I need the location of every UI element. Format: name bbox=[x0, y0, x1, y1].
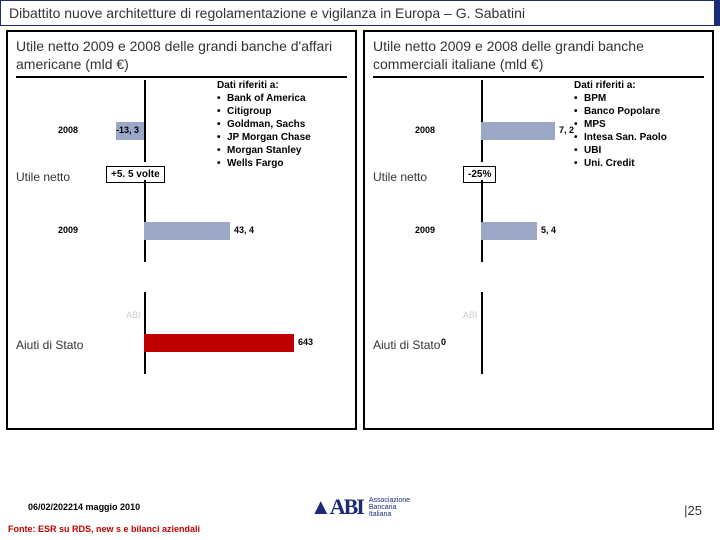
legend-item: Wells Fargo bbox=[217, 158, 347, 169]
bar bbox=[144, 222, 230, 240]
bar-value: 0 bbox=[441, 337, 446, 347]
legend-item: MPS bbox=[574, 119, 704, 130]
section-utile-left: Utile netto bbox=[16, 170, 70, 184]
bar bbox=[481, 222, 537, 240]
legend-item: Bank of America bbox=[217, 93, 347, 104]
bar-value: 5, 4 bbox=[541, 225, 556, 235]
row-2008-right: 2008 7, 2 bbox=[373, 120, 569, 142]
row-label: 2008 bbox=[373, 125, 435, 135]
legend-item: BPM bbox=[574, 93, 704, 104]
legend-item: Intesa San. Paolo bbox=[574, 132, 704, 143]
legend-item: Goldman, Sachs bbox=[217, 119, 347, 130]
legend-item: Citigroup bbox=[217, 106, 347, 117]
footer: 06/02/202214 maggio 2010 Fonte: ESR su R… bbox=[0, 480, 720, 540]
watermark: ABI bbox=[463, 310, 478, 320]
row-aiuti-left: 643 bbox=[16, 332, 212, 354]
header-title: Dibattito nuove architetture di regolame… bbox=[9, 5, 525, 21]
footer-date: 06/02/202214 maggio 2010 bbox=[28, 502, 140, 512]
bar bbox=[481, 122, 555, 140]
legend-left: Dati riferiti a: Bank of America Citigrou… bbox=[217, 80, 347, 171]
legend-left-title: Dati riferiti a: bbox=[217, 80, 347, 91]
bar bbox=[144, 334, 294, 352]
section-utile-right: Utile netto bbox=[373, 170, 427, 184]
bar-value: -13, 3 bbox=[116, 125, 139, 135]
change-badge-right: -25% bbox=[463, 166, 496, 183]
panel-left: Utile netto 2009 e 2008 delle grandi ban… bbox=[6, 30, 357, 430]
panel-right: Utile netto 2009 e 2008 delle grandi ban… bbox=[363, 30, 714, 430]
legend-item: JP Morgan Chase bbox=[217, 132, 347, 143]
logo-mark: ▲ABI bbox=[310, 494, 363, 520]
legend-item: UBI bbox=[574, 145, 704, 156]
row-label: 2009 bbox=[373, 225, 435, 235]
chart-left: Dati riferiti a: Bank of America Citigrou… bbox=[16, 80, 347, 420]
chart-right: Dati riferiti a: BPM Banco Popolare MPS Int… bbox=[373, 80, 704, 420]
panel-right-title: Utile netto 2009 e 2008 delle grandi ban… bbox=[373, 38, 704, 78]
slide-header: Dibattito nuove architetture di regolame… bbox=[0, 0, 720, 26]
bar-value: 7, 2 bbox=[559, 125, 574, 135]
logo: ▲ABI Associazione Bancaria Italiana bbox=[310, 494, 410, 520]
legend-right: Dati riferiti a: BPM Banco Popolare MPS Int… bbox=[574, 80, 704, 171]
legend-item: Morgan Stanley bbox=[217, 145, 347, 156]
row-2008-left: 2008 -13, 3 bbox=[16, 120, 212, 142]
legend-item: Uni. Credit bbox=[574, 158, 704, 169]
legend-right-title: Dati riferiti a: bbox=[574, 80, 704, 91]
row-2009-right: 2009 5, 4 bbox=[373, 220, 569, 242]
panel-left-title: Utile netto 2009 e 2008 delle grandi ban… bbox=[16, 38, 347, 78]
bar-value: 43, 4 bbox=[234, 225, 254, 235]
page-number: |25 bbox=[684, 503, 702, 518]
row-aiuti-right: 0 bbox=[373, 332, 569, 354]
legend-item: Banco Popolare bbox=[574, 106, 704, 117]
row-label: 2009 bbox=[16, 225, 78, 235]
change-badge-left: +5. 5 volte bbox=[106, 166, 165, 183]
bar-value: 643 bbox=[298, 337, 313, 347]
watermark: ABI bbox=[126, 310, 141, 320]
logo-text: Associazione Bancaria Italiana bbox=[369, 497, 410, 518]
panels-row: Utile netto 2009 e 2008 delle grandi ban… bbox=[0, 26, 720, 434]
footer-source: Fonte: ESR su RDS, new s e bilanci azien… bbox=[8, 524, 200, 534]
row-label: 2008 bbox=[16, 125, 78, 135]
row-2009-left: 2009 43, 4 bbox=[16, 220, 212, 242]
